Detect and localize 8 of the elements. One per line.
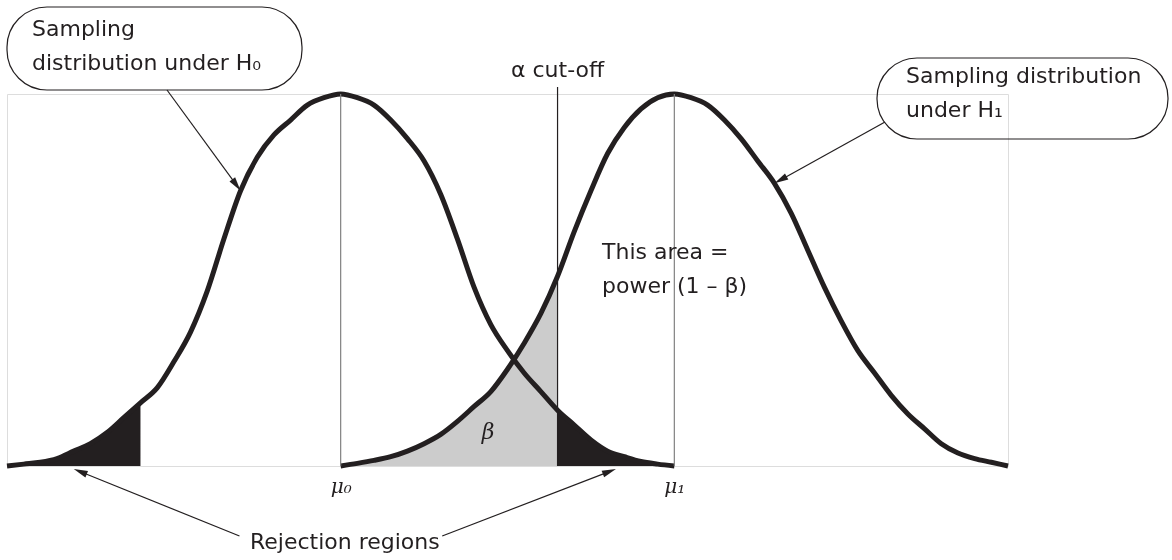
text: Sampling distribution under H₀ — [32, 16, 262, 75]
annotation: This area = power (1 – β) — [601, 239, 748, 298]
text: α cut-off — [510, 57, 605, 82]
x-tick-label: μ₀ — [330, 473, 352, 498]
annotation: Sampling distribution under H₁ — [906, 63, 1142, 122]
series-label: β — [480, 419, 495, 444]
x-tick-label: μ₁ — [664, 473, 686, 498]
text: Rejection regions — [249, 529, 440, 554]
